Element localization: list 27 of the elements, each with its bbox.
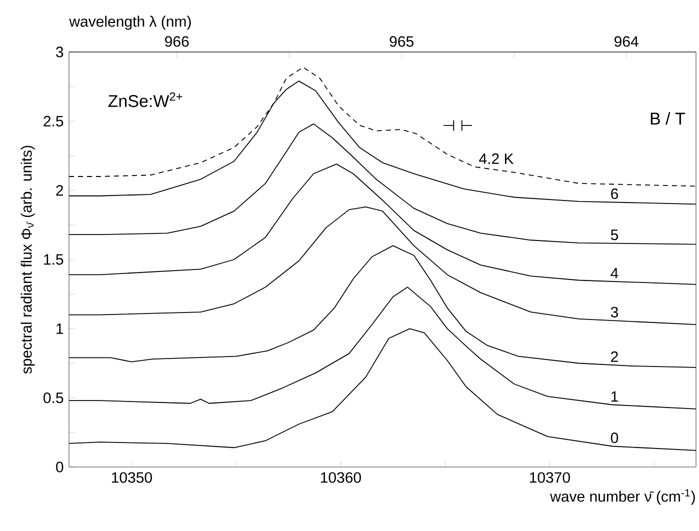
y-axis-title: spectral radiant flux Φ$_{ν̄}$ (arb. units) bbox=[20, 146, 35, 374]
x2-tick-label: 966 bbox=[165, 36, 189, 47]
x-axis-title: wave number ν̄ (cm$^{-1}$) bbox=[550, 489, 695, 505]
series-label: 4.2 K bbox=[479, 153, 514, 164]
series-label: 1 bbox=[611, 391, 618, 402]
series-label: 2 bbox=[611, 351, 618, 362]
y-tick-label: 0.5 bbox=[44, 392, 64, 404]
x2-tick-label: 965 bbox=[390, 36, 414, 47]
series-label: 4 bbox=[610, 268, 618, 278]
y-tick-label: 1.5 bbox=[44, 254, 64, 265]
x2-tick-label: 964 bbox=[614, 36, 638, 47]
y-tick-label: 2 bbox=[56, 185, 64, 196]
series-label: 6 bbox=[611, 188, 618, 200]
series-label: 5 bbox=[610, 230, 618, 240]
annotation: ⊣ ⊢ bbox=[444, 120, 472, 131]
annotation: B / T bbox=[650, 112, 685, 125]
y-tick-label: 0 bbox=[56, 462, 64, 472]
y-tick-label: 3 bbox=[56, 46, 64, 58]
x-tick-label: 10350 bbox=[112, 472, 152, 483]
x-tick-label: 10360 bbox=[320, 472, 361, 483]
y-tick-label: 1 bbox=[56, 324, 64, 334]
annotation: ZnSe:W$^{2+}$ bbox=[108, 92, 182, 108]
series-label: 0 bbox=[610, 432, 618, 444]
x-tick-label: 10370 bbox=[530, 472, 570, 483]
series-label: 3 bbox=[610, 306, 618, 318]
x2-axis-title: wavelength λ (nm) bbox=[69, 16, 191, 30]
y-tick-label: 2.5 bbox=[44, 116, 64, 126]
